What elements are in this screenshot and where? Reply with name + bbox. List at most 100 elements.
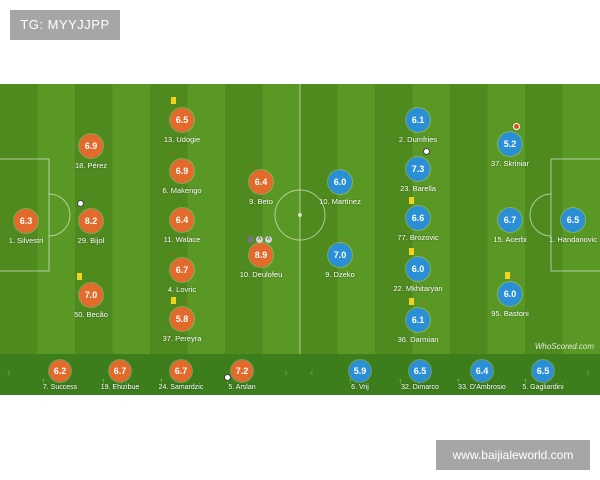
player-rating: 6.4 xyxy=(249,170,273,194)
player-away-5[interactable]: 6.6 77. Brozovic xyxy=(373,206,463,242)
sub-off-arrow-icon: ↓ xyxy=(249,159,254,169)
own-goal-ball-icon xyxy=(513,123,520,130)
player-rating: 6.3 xyxy=(14,209,38,233)
player-home-2[interactable]: 6.9 18. Pérez xyxy=(46,134,136,170)
player-name: 1. Silvestri xyxy=(8,236,44,245)
pitch-lines xyxy=(0,84,600,354)
player-rating: 6.7 xyxy=(170,258,194,282)
player-away-11[interactable]: 6.5 1. Handanovic xyxy=(528,208,600,244)
player-away-1[interactable]: 6.0 10. Martínez xyxy=(295,170,385,206)
sub-off-arrow-icon: ↓ xyxy=(420,247,425,257)
sub-on-arrow-icon: ↑ xyxy=(398,376,403,386)
player-rating: 6.5 xyxy=(170,108,194,132)
player-name: 24. Samardzic xyxy=(158,384,204,391)
player-name: 37. Skriniar xyxy=(491,159,529,168)
player-away-4[interactable]: 7.3 23. Barella xyxy=(373,157,463,193)
player-rating: 7.0 xyxy=(328,243,352,267)
sub-off-arrow-icon: ↓ xyxy=(184,296,189,306)
player-name: 32. Dimarco xyxy=(401,384,439,391)
sub-off-arrow-icon: ↓ xyxy=(170,148,175,158)
sub-on-arrow-icon: ↑ xyxy=(41,376,46,386)
player-name: 10. Deulofeu xyxy=(239,270,283,279)
player-name: 77. Brozovic xyxy=(397,233,439,242)
player-away-3[interactable]: 6.1 2. Dumfries xyxy=(373,108,463,144)
player-rating: 7.0 xyxy=(79,283,103,307)
substitutes-bar: ‹ › ‹ › 6.2 7. Success 6.7 19. Ehizibue … xyxy=(0,354,600,395)
chevron-left-icon[interactable]: ‹ xyxy=(7,367,11,379)
sub-home-1[interactable]: 6.2 7. Success xyxy=(20,360,100,391)
player-name: 15. Acerbi xyxy=(493,235,527,244)
player-home-6[interactable]: 6.9 6. Makengo xyxy=(137,159,227,195)
player-home-9[interactable]: 5.8 37. Pereyra xyxy=(137,307,227,343)
player-rating: 6.5 xyxy=(532,360,554,382)
sub-home-2[interactable]: 6.7 19. Ehizibue xyxy=(80,360,160,391)
player-away-2[interactable]: 7.0 9. Dzeko xyxy=(295,243,385,279)
player-rating: 6.9 xyxy=(79,134,103,158)
player-rating: 5.8 xyxy=(170,307,194,331)
sub-on-arrow-icon: ↑ xyxy=(523,376,528,386)
player-rating: 6.6 xyxy=(406,206,430,230)
tg-tag-overlay: TG: MYYJJPP xyxy=(10,10,120,40)
player-away-7[interactable]: 6.1 36. Darmian xyxy=(373,308,463,344)
player-away-9[interactable]: 6.7 15. Acerbi xyxy=(465,208,555,244)
yellow-card-icon xyxy=(409,298,414,305)
ball-icon xyxy=(77,200,84,207)
sub-on-arrow-icon: ↑ xyxy=(456,376,461,386)
player-rating: 6.5 xyxy=(561,208,585,232)
chevron-right-icon[interactable]: › xyxy=(284,367,288,379)
chevron-left-icon[interactable]: ‹ xyxy=(310,367,314,379)
ball-icon xyxy=(247,236,254,243)
player-name: 2. Dumfries xyxy=(398,135,438,144)
player-rating: 6.5 xyxy=(409,360,431,382)
player-rating: 6.7 xyxy=(109,360,131,382)
website-watermark: www.baijialeworld.com xyxy=(436,440,590,470)
player-home-4[interactable]: 7.0 50. Becão xyxy=(46,283,136,319)
sub-away-4[interactable]: 6.5 5. Gagliardini xyxy=(503,360,583,391)
assist-badge-icon: A xyxy=(256,236,263,243)
player-home-7[interactable]: 6.4 11. Walace xyxy=(137,208,227,244)
player-rating: 6.4 xyxy=(471,360,493,382)
player-name: 6. Vrij xyxy=(351,384,369,391)
player-name: 13. Udogie xyxy=(163,135,201,144)
player-away-10[interactable]: 6.0 95. Bastoni xyxy=(465,282,555,318)
player-rating: 8.9 xyxy=(249,243,273,267)
sub-on-arrow-icon: ↑ xyxy=(101,376,106,386)
player-rating: 6.1 xyxy=(406,308,430,332)
yellow-card-icon xyxy=(171,297,176,304)
sub-on-arrow-icon: ↑ xyxy=(225,376,230,386)
yellow-card-icon xyxy=(409,197,414,204)
player-name: 23. Barella xyxy=(400,184,436,193)
player-name: 1. Handanovic xyxy=(549,235,597,244)
yellow-card-icon xyxy=(505,272,510,279)
chevron-right-icon[interactable]: › xyxy=(586,367,590,379)
sub-away-3[interactable]: 6.4 33. D'Ambrosio xyxy=(442,360,522,391)
player-home-11[interactable]: 8.9 10. Deulofeu xyxy=(216,243,306,279)
sub-off-arrow-icon: ↓ xyxy=(170,247,175,257)
sub-home-3[interactable]: 6.7 24. Samardzic xyxy=(141,360,221,391)
player-away-8[interactable]: 5.2 37. Skriniar xyxy=(465,132,555,168)
player-name: 50. Becão xyxy=(74,310,108,319)
player-name: 18. Pérez xyxy=(74,161,108,170)
player-home-5[interactable]: 6.5 13. Udogie xyxy=(137,108,227,144)
sub-off-arrow-icon: ↓ xyxy=(514,271,519,281)
player-home-8[interactable]: 6.7 4. Lovric xyxy=(137,258,227,294)
sub-off-arrow-icon: ↓ xyxy=(420,297,425,307)
ball-icon xyxy=(224,374,231,381)
player-rating: 8.2 xyxy=(79,209,103,233)
player-name: 19. Ehizibue xyxy=(100,384,140,391)
yellow-card-icon xyxy=(77,273,82,280)
football-pitch: 6.3 1. Silvestri 6.9 18. Pérez 8.2 29. B… xyxy=(0,84,600,354)
player-away-6[interactable]: 6.0 22. Mkhitaryan xyxy=(373,257,463,293)
player-name: 10. Martínez xyxy=(319,197,361,206)
ball-icon xyxy=(423,148,430,155)
player-home-10[interactable]: 6.4 9. Beto xyxy=(216,170,306,206)
sub-away-1[interactable]: 5.9 6. Vrij xyxy=(320,360,400,391)
player-home-3[interactable]: 8.2 29. Bijol xyxy=(46,209,136,245)
sub-away-2[interactable]: 6.5 32. Dimarco xyxy=(380,360,460,391)
player-rating: 6.0 xyxy=(328,170,352,194)
player-rating: 6.0 xyxy=(406,257,430,281)
player-home-1[interactable]: 6.3 1. Silvestri xyxy=(0,209,71,245)
player-name: 36. Darmian xyxy=(397,335,439,344)
sub-home-4[interactable]: 7.2 5. Arslan xyxy=(202,360,282,391)
player-rating: 5.9 xyxy=(349,360,371,382)
